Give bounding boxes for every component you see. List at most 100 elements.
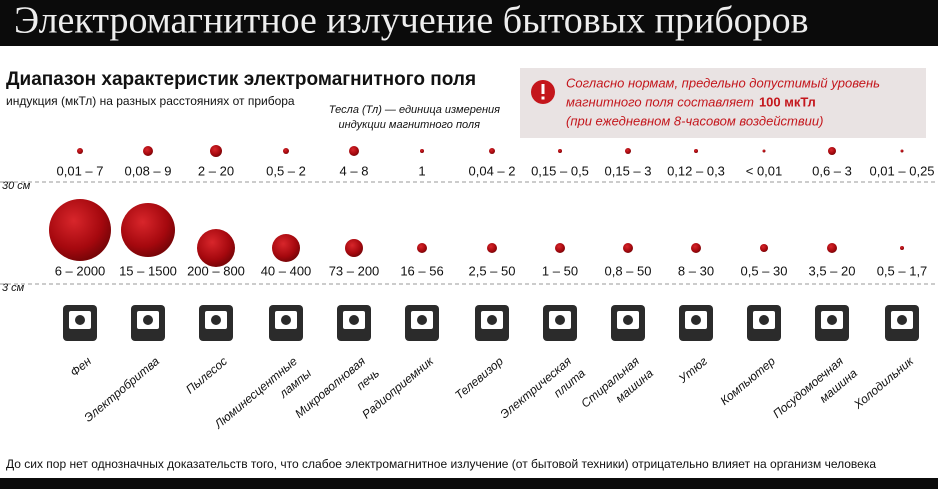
- circle-30cm: [210, 145, 222, 157]
- device-name: Компьютер: [717, 354, 778, 408]
- icon-detail: [759, 315, 769, 325]
- icon-detail: [281, 315, 291, 325]
- range-30cm: 4 – 8: [340, 163, 369, 178]
- range-30cm: 1: [418, 163, 425, 178]
- circle-30cm: [828, 147, 836, 155]
- icon-detail: [211, 315, 221, 325]
- circle-3cm: [555, 243, 565, 253]
- distance-label: 3 см: [2, 282, 25, 294]
- range-30cm: 0,08 – 9: [125, 163, 172, 178]
- warning-icon: [541, 84, 545, 94]
- circle-3cm: [827, 243, 837, 253]
- device-name: Фен: [67, 354, 94, 380]
- device-icon: [199, 305, 233, 341]
- circle-3cm: [900, 246, 904, 250]
- device-icon: [815, 305, 849, 341]
- device-icon: [679, 305, 713, 341]
- device-icon: [475, 305, 509, 341]
- circle-3cm: [49, 199, 111, 261]
- subtitle: Диапазон характеристик электромагнитного…: [6, 69, 476, 90]
- icon-detail: [143, 315, 153, 325]
- range-3cm: 2,5 – 50: [469, 263, 516, 278]
- range-3cm: 200 – 800: [187, 263, 245, 278]
- circle-3cm: [691, 243, 701, 253]
- tesla-note: индукции магнитного поля: [339, 119, 481, 131]
- icon-detail: [487, 315, 497, 325]
- norm-note: Согласно нормам, предельно допустимый ур…: [566, 75, 880, 128]
- norm-line: (при ежедневном 8-часовом воздействии): [566, 113, 823, 128]
- circle-30cm: [625, 148, 631, 154]
- device-name: Утюг: [675, 354, 710, 386]
- range-3cm: 6 – 2000: [55, 263, 106, 278]
- range-3cm: 73 – 200: [329, 263, 380, 278]
- icon-detail: [691, 315, 701, 325]
- range-30cm: 0,6 – 3: [812, 163, 852, 178]
- circle-30cm: [558, 149, 562, 153]
- circle-30cm: [349, 146, 359, 156]
- icon-detail: [349, 315, 359, 325]
- warning-icon: [541, 96, 545, 100]
- device-icon: [885, 305, 919, 341]
- circle-30cm: [420, 149, 424, 153]
- circle-30cm: [283, 148, 289, 154]
- circle-3cm: [623, 243, 633, 253]
- range-3cm: 0,5 – 30: [741, 263, 788, 278]
- device-name: Телевизор: [452, 354, 506, 402]
- circle-3cm: [121, 203, 175, 257]
- units-note: индукция (мкТл) на разных расстояниях от…: [6, 94, 295, 108]
- tesla-note: Тесла (Тл) — единица измерения: [329, 104, 500, 116]
- range-3cm: 1 – 50: [542, 263, 578, 278]
- norm-line: Согласно нормам, предельно допустимый ур…: [566, 75, 880, 90]
- device-name: Радиоприемник: [359, 353, 437, 421]
- icon-detail: [827, 315, 837, 325]
- range-30cm: 0,12 – 0,3: [667, 163, 725, 178]
- title: Электромагнитное излучение бытовых прибо…: [14, 0, 809, 42]
- range-30cm: 2 – 20: [198, 163, 234, 178]
- range-30cm: < 0,01: [746, 163, 783, 178]
- device-icon: [543, 305, 577, 341]
- circle-3cm: [417, 243, 427, 253]
- range-3cm: 16 – 56: [400, 263, 443, 278]
- norm-value: 100 мкТл: [759, 94, 816, 109]
- range-3cm: 40 – 400: [261, 263, 312, 278]
- norm-box: [520, 68, 926, 138]
- circle-30cm: [489, 148, 495, 154]
- device-name: Пылесос: [183, 354, 230, 397]
- device-icon: [337, 305, 371, 341]
- title-band: [0, 0, 938, 46]
- icon-detail: [555, 315, 565, 325]
- bottom-band: [0, 478, 938, 489]
- distance-label: 30 см: [2, 180, 31, 192]
- circle-30cm: [694, 149, 698, 153]
- device-icon: [269, 305, 303, 341]
- footer: До сих пор нет однозначных доказательств…: [6, 457, 876, 471]
- circle-3cm: [272, 234, 300, 262]
- icon-detail: [417, 315, 427, 325]
- circle-30cm: [77, 148, 83, 154]
- range-30cm: 0,01 – 0,25: [869, 163, 934, 178]
- circle-30cm: [900, 149, 904, 153]
- icon-detail: [623, 315, 633, 325]
- circle-3cm: [487, 243, 497, 253]
- device-icon: [405, 305, 439, 341]
- range-30cm: 0,15 – 3: [605, 163, 652, 178]
- icon-detail: [75, 315, 85, 325]
- range-3cm: 15 – 1500: [119, 263, 177, 278]
- range-30cm: 0,01 – 7: [57, 163, 104, 178]
- range-30cm: 0,04 – 2: [469, 163, 516, 178]
- device-icon: [131, 305, 165, 341]
- device-name: Холодильник: [850, 353, 917, 412]
- device-icon: [747, 305, 781, 341]
- device-icon: [611, 305, 645, 341]
- device-icon: [63, 305, 97, 341]
- circle-3cm: [760, 244, 768, 252]
- norm-line: магнитного поля составляет: [566, 94, 754, 109]
- range-3cm: 0,5 – 1,7: [877, 263, 928, 278]
- range-30cm: 0,15 – 0,5: [531, 163, 589, 178]
- circle-30cm: [762, 149, 766, 153]
- range-3cm: 0,8 – 50: [605, 263, 652, 278]
- circle-3cm: [197, 229, 235, 267]
- circle-30cm: [143, 146, 153, 156]
- circle-3cm: [345, 239, 363, 257]
